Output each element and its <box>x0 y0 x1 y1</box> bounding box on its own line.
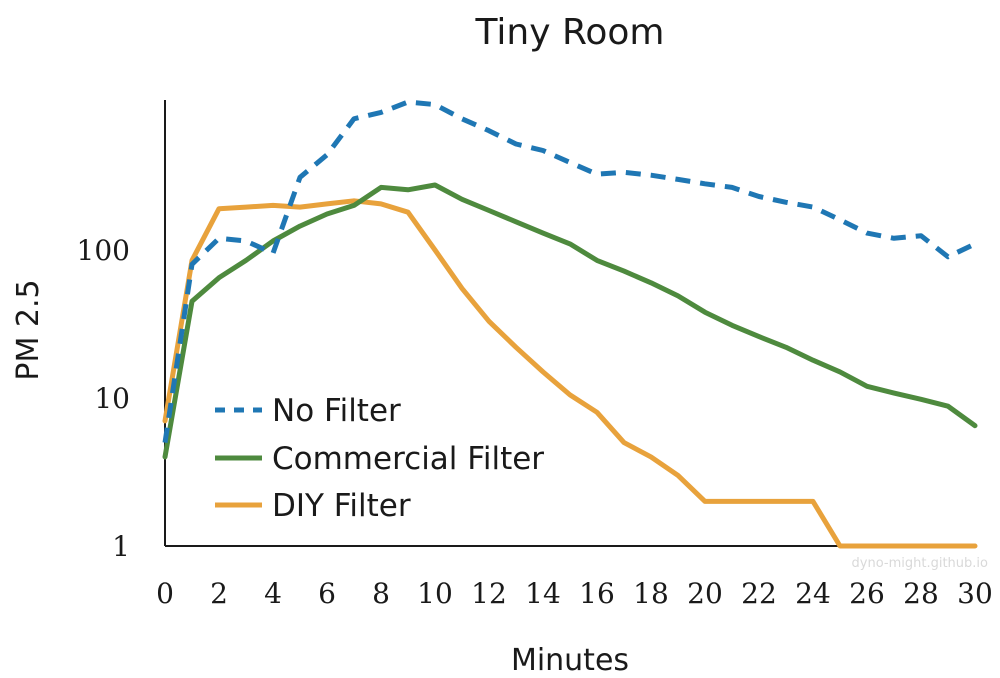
x-tick-label: 30 <box>957 577 993 610</box>
x-tick-label: 22 <box>741 577 777 610</box>
x-tick-labels: 0 2 4 6 8 10 12 14 16 18 20 22 24 26 28 30 <box>156 577 993 610</box>
x-tick-label: 16 <box>579 577 615 610</box>
legend-label: No Filter <box>272 393 401 429</box>
x-tick-label: 20 <box>687 577 723 610</box>
series-line-commercial-filter <box>162 182 978 460</box>
x-tick-label: 4 <box>264 577 282 610</box>
x-tick-label: 24 <box>795 577 831 610</box>
x-tick-label: 28 <box>903 577 939 610</box>
series-line-diy-filter <box>162 198 978 549</box>
chart-title: Tiny Room <box>475 12 665 53</box>
y-tick-label: 1 <box>112 530 130 563</box>
watermark: dyno-might.github.io <box>852 556 989 571</box>
x-tick-label: 12 <box>471 577 507 610</box>
x-tick-label: 8 <box>372 577 390 610</box>
y-axis-label: PM 2.5 <box>11 279 46 380</box>
legend-label: Commercial Filter <box>272 441 544 477</box>
series-line-no-filter <box>162 99 977 443</box>
y-tick-label: 10 <box>94 382 130 415</box>
y-tick-labels: 1 10 100 <box>77 234 130 563</box>
x-tick-label: 0 <box>156 577 174 610</box>
x-tick-label: 10 <box>417 577 453 610</box>
series-lines <box>162 99 978 549</box>
y-tick-label: 100 <box>77 234 130 267</box>
x-tick-label: 2 <box>210 577 228 610</box>
legend: No Filter Commercial Filter DIY Filter <box>215 393 544 524</box>
x-axis-label: Minutes <box>511 643 629 678</box>
x-tick-label: 18 <box>633 577 669 610</box>
x-tick-label: 14 <box>525 577 561 610</box>
x-tick-label: 6 <box>318 577 336 610</box>
x-tick-label: 26 <box>849 577 885 610</box>
legend-label: DIY Filter <box>272 488 411 524</box>
